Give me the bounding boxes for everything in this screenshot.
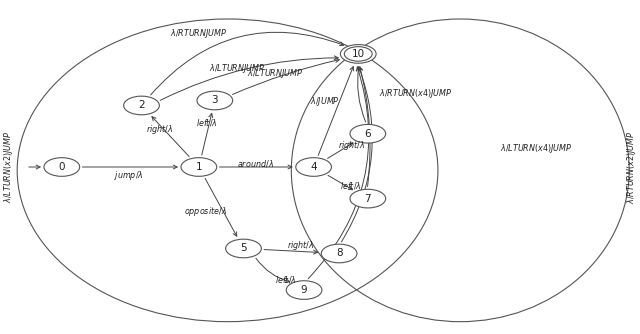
Text: $opposite/\lambda$: $opposite/\lambda$: [184, 205, 227, 218]
Text: 0: 0: [58, 162, 65, 172]
FancyArrowPatch shape: [152, 117, 189, 157]
FancyArrowPatch shape: [308, 67, 369, 279]
Ellipse shape: [286, 281, 322, 299]
Text: $left/\lambda$: $left/\lambda$: [340, 180, 362, 191]
Text: 10: 10: [352, 49, 365, 59]
Text: $left/\lambda$: $left/\lambda$: [275, 274, 296, 285]
Text: 9: 9: [301, 285, 307, 295]
Text: $\lambda/LTURN(x4) JUMP$: $\lambda/LTURN(x4) JUMP$: [500, 142, 573, 155]
Text: 6: 6: [365, 129, 371, 139]
Text: 4: 4: [310, 162, 317, 172]
Text: 1: 1: [196, 162, 202, 172]
FancyArrowPatch shape: [220, 165, 292, 169]
Text: 8: 8: [336, 248, 342, 259]
FancyArrowPatch shape: [328, 143, 353, 158]
Ellipse shape: [321, 244, 357, 263]
Text: $\lambda/JUMP$: $\lambda/JUMP$: [310, 95, 339, 108]
Text: $\lambda/RTURNJUMP$: $\lambda/RTURNJUMP$: [170, 27, 228, 40]
Ellipse shape: [350, 189, 386, 208]
FancyArrowPatch shape: [328, 175, 353, 190]
Ellipse shape: [226, 239, 261, 258]
Text: $right/\lambda$: $right/\lambda$: [146, 123, 173, 136]
Text: $\lambda/LTURN(x2) JUMP$: $\lambda/LTURN(x2) JUMP$: [3, 131, 15, 203]
Ellipse shape: [296, 158, 332, 176]
FancyArrowPatch shape: [342, 67, 372, 242]
FancyArrowPatch shape: [202, 114, 212, 155]
FancyArrowPatch shape: [232, 58, 339, 95]
Text: 5: 5: [240, 243, 247, 254]
Text: 3: 3: [211, 96, 218, 106]
FancyArrowPatch shape: [205, 178, 237, 236]
FancyArrowPatch shape: [359, 67, 370, 186]
Text: $left/\lambda$: $left/\lambda$: [196, 117, 218, 128]
Text: $right/\lambda$: $right/\lambda$: [287, 239, 314, 252]
Ellipse shape: [124, 96, 159, 115]
FancyArrowPatch shape: [150, 32, 344, 95]
FancyArrowPatch shape: [160, 56, 338, 100]
Text: $right/\lambda$: $right/\lambda$: [337, 139, 365, 152]
FancyArrowPatch shape: [264, 249, 317, 254]
Ellipse shape: [340, 45, 376, 63]
Ellipse shape: [181, 158, 217, 176]
Ellipse shape: [350, 125, 386, 143]
FancyArrowPatch shape: [256, 258, 289, 283]
Text: 7: 7: [365, 194, 371, 204]
Text: $\lambda/RTURN(x2) JUMP$: $\lambda/RTURN(x2) JUMP$: [625, 130, 637, 204]
Text: 2: 2: [138, 101, 145, 111]
Ellipse shape: [197, 91, 233, 110]
Text: $\lambda/RTURN(x4) JUMP$: $\lambda/RTURN(x4) JUMP$: [379, 87, 452, 100]
FancyArrowPatch shape: [356, 67, 365, 122]
Text: $\lambda/LTURNJUMP$: $\lambda/LTURNJUMP$: [209, 62, 266, 75]
Text: $around/\lambda$: $around/\lambda$: [237, 158, 273, 169]
Ellipse shape: [44, 158, 79, 176]
FancyArrowPatch shape: [83, 165, 177, 169]
FancyArrowPatch shape: [318, 66, 354, 155]
Text: $\lambda/LTURNJUMP$: $\lambda/LTURNJUMP$: [247, 67, 303, 80]
Text: $jump/\lambda$: $jump/\lambda$: [114, 169, 143, 182]
